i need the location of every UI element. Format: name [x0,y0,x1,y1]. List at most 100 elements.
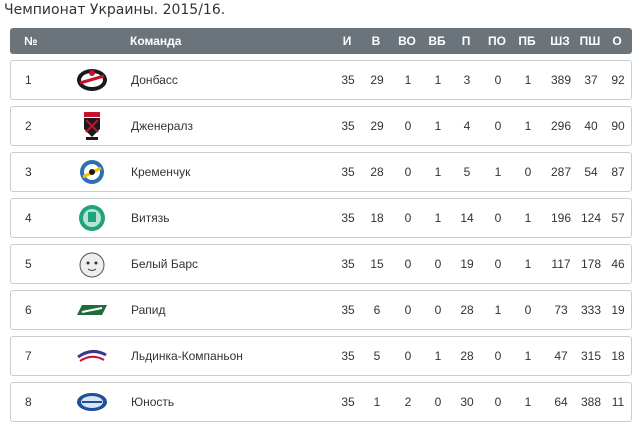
row-ot-losses: 0 [494,73,502,87]
row-losses: 28 [460,303,474,317]
header-ot-wins[interactable]: ВО [398,34,416,48]
row-goals-against: 178 [580,257,602,271]
row-team[interactable]: Белый Барс [131,257,199,271]
row-points: 90 [611,119,625,133]
row-ot-losses: 0 [494,119,502,133]
row-goals-against: 388 [580,395,602,409]
table-row[interactable]: 2 Дженералз 35 29 0 1 4 0 1 296 40 90 [10,106,632,146]
row-so-losses: 1 [524,211,532,225]
row-losses: 5 [463,165,471,179]
row-wins: 5 [373,349,381,363]
row-so-losses: 0 [524,165,532,179]
row-losses: 14 [460,211,474,225]
row-team[interactable]: Юность [131,395,175,409]
table-row[interactable]: 4 Витязь 35 18 0 1 14 0 1 196 124 57 [10,198,632,238]
row-goals-against: 124 [580,211,602,225]
row-wins: 15 [370,257,384,271]
row-team[interactable]: Витязь [131,211,170,225]
row-so-wins: 0 [434,303,442,317]
row-so-wins: 1 [434,211,442,225]
row-ot-wins: 2 [404,395,412,409]
row-points: 19 [611,303,625,317]
table-row[interactable]: 3 Кременчук 35 28 0 1 5 1 0 287 54 87 [10,152,632,192]
row-goals-against: 315 [580,349,602,363]
row-so-wins: 0 [434,395,442,409]
row-losses: 3 [463,73,471,87]
row-games: 35 [341,211,355,225]
row-points: 46 [611,257,625,271]
row-points: 92 [611,73,625,87]
row-so-wins: 1 [434,119,442,133]
row-ot-wins: 0 [404,303,412,317]
row-points: 57 [611,211,625,225]
header-goals-against[interactable]: ПШ [579,34,601,48]
header-position[interactable]: № [24,34,38,48]
row-points: 87 [611,165,625,179]
row-goals-for: 73 [554,303,568,317]
row-ot-losses: 1 [494,303,502,317]
row-goals-for: 196 [550,211,572,225]
row-ot-losses: 1 [494,165,502,179]
row-goals-for: 287 [550,165,572,179]
row-losses: 19 [460,257,474,271]
row-goals-for: 389 [550,73,572,87]
header-games[interactable]: И [342,34,352,48]
row-position: 7 [25,349,32,363]
standings-table: № Команда И В ВО ВБ П ПО ПБ ШЗ ПШ О 1 Дон… [10,28,632,422]
row-goals-against: 54 [584,165,598,179]
row-points: 11 [611,395,625,409]
row-goals-against: 333 [580,303,602,317]
table-row[interactable]: 1 Донбасс 35 29 1 1 3 0 1 389 37 92 [10,60,632,100]
table-row[interactable]: 5 Белый Барс 35 15 0 0 19 0 1 117 178 46 [10,244,632,284]
bely-bars-logo [71,245,113,283]
header-team[interactable]: Команда [130,34,182,48]
row-ot-wins: 1 [404,73,412,87]
header-ot-losses[interactable]: ПО [488,34,506,48]
row-games: 35 [341,349,355,363]
row-wins: 29 [370,73,384,87]
row-ot-wins: 0 [404,257,412,271]
row-team[interactable]: Дженералз [131,119,193,133]
row-so-losses: 1 [524,257,532,271]
header-wins[interactable]: В [371,34,381,48]
table-header: № Команда И В ВО ВБ П ПО ПБ ШЗ ПШ О [10,28,632,54]
row-so-losses: 1 [524,73,532,87]
row-position: 1 [25,73,32,87]
row-team[interactable]: Льдинка-Компаньон [131,349,243,363]
row-so-wins: 1 [434,165,442,179]
row-position: 3 [25,165,32,179]
row-team[interactable]: Кременчук [131,165,191,179]
row-ot-losses: 0 [494,395,502,409]
table-row[interactable]: 7 Льдинка-Компаньон 35 5 0 1 28 0 1 47 315 18 [10,336,632,376]
row-games: 35 [341,165,355,179]
row-so-losses: 0 [524,303,532,317]
row-wins: 1 [373,395,381,409]
row-so-losses: 1 [524,395,532,409]
header-points[interactable]: О [612,34,622,48]
row-so-wins: 1 [434,73,442,87]
generals-logo [71,107,113,145]
table-row[interactable]: 6 Рапид 35 6 0 0 28 1 0 73 333 19 [10,290,632,330]
row-games: 35 [341,73,355,87]
row-ot-losses: 0 [494,257,502,271]
header-so-losses[interactable]: ПБ [518,34,536,48]
yunost-logo [71,383,113,421]
row-losses: 4 [463,119,471,133]
table-row[interactable]: 8 Юность 35 1 2 0 30 0 1 64 388 11 [10,382,632,422]
header-losses[interactable]: П [461,34,471,48]
row-goals-for: 64 [554,395,568,409]
header-so-wins[interactable]: ВБ [428,34,446,48]
row-wins: 6 [373,303,381,317]
row-so-losses: 1 [524,119,532,133]
row-team[interactable]: Донбасс [131,73,178,87]
header-goals-for[interactable]: ШЗ [550,34,570,48]
row-position: 2 [25,119,32,133]
kremenchuk-logo [71,153,113,191]
row-losses: 30 [460,395,474,409]
row-ot-losses: 0 [494,349,502,363]
ldinka-logo [71,337,113,375]
row-team[interactable]: Рапид [131,303,166,317]
row-wins: 29 [370,119,384,133]
row-games: 35 [341,257,355,271]
row-games: 35 [341,119,355,133]
